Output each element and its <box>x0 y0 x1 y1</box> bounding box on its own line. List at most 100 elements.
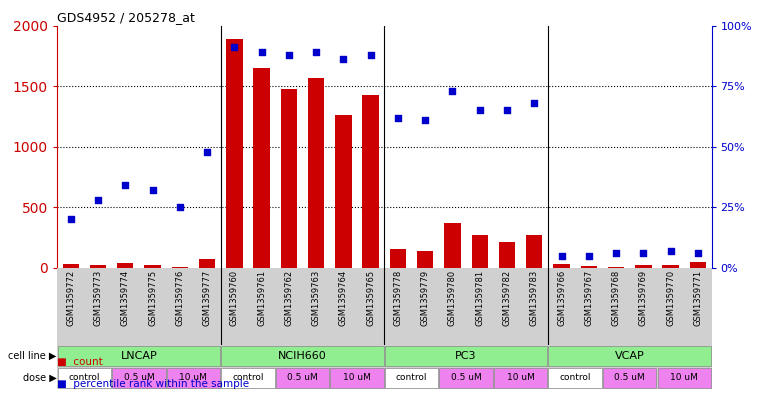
Bar <box>689 262 706 268</box>
Text: dose ▶: dose ▶ <box>23 373 56 383</box>
Text: GSM1359765: GSM1359765 <box>366 270 375 326</box>
Bar <box>417 251 434 268</box>
Point <box>65 216 77 222</box>
FancyBboxPatch shape <box>658 368 711 388</box>
Text: VCAP: VCAP <box>615 351 645 361</box>
Point <box>664 248 677 254</box>
Text: GSM1359775: GSM1359775 <box>148 270 157 326</box>
Text: GSM1359777: GSM1359777 <box>202 270 212 327</box>
FancyBboxPatch shape <box>494 368 547 388</box>
Text: 10 uM: 10 uM <box>670 373 698 382</box>
FancyBboxPatch shape <box>439 368 493 388</box>
Text: 10 uM: 10 uM <box>343 373 371 382</box>
Bar <box>335 115 352 268</box>
Point <box>174 204 186 211</box>
FancyBboxPatch shape <box>603 368 657 388</box>
Point <box>119 182 132 189</box>
Bar <box>390 248 406 268</box>
Bar <box>281 88 297 268</box>
FancyBboxPatch shape <box>385 346 547 366</box>
Point <box>228 44 240 50</box>
Text: GSM1359761: GSM1359761 <box>257 270 266 326</box>
Point <box>447 88 459 94</box>
Bar <box>526 235 543 268</box>
Point <box>201 149 213 155</box>
Text: GSM1359766: GSM1359766 <box>557 270 566 327</box>
Point <box>392 114 404 121</box>
FancyBboxPatch shape <box>58 368 111 388</box>
Text: PC3: PC3 <box>455 351 477 361</box>
Point <box>310 49 322 55</box>
Point <box>365 51 377 58</box>
Point <box>473 107 486 114</box>
Text: GSM1359769: GSM1359769 <box>639 270 648 326</box>
Bar <box>90 265 106 268</box>
Text: 0.5 uM: 0.5 uM <box>287 373 318 382</box>
FancyBboxPatch shape <box>167 368 220 388</box>
Point <box>556 253 568 259</box>
Text: control: control <box>396 373 428 382</box>
FancyBboxPatch shape <box>549 346 711 366</box>
Text: GSM1359780: GSM1359780 <box>448 270 457 326</box>
FancyBboxPatch shape <box>221 346 384 366</box>
Bar <box>253 68 269 268</box>
Text: GSM1359760: GSM1359760 <box>230 270 239 326</box>
Bar <box>499 242 515 268</box>
Text: GSM1359767: GSM1359767 <box>584 270 594 327</box>
Bar <box>581 266 597 268</box>
Bar <box>444 223 460 268</box>
Bar <box>226 39 243 268</box>
FancyBboxPatch shape <box>58 346 220 366</box>
Text: 0.5 uM: 0.5 uM <box>123 373 154 382</box>
Text: NCIH660: NCIH660 <box>278 351 327 361</box>
Text: GSM1359773: GSM1359773 <box>94 270 103 327</box>
Text: GSM1359783: GSM1359783 <box>530 270 539 327</box>
FancyBboxPatch shape <box>385 368 438 388</box>
Point <box>146 187 158 193</box>
Point <box>256 49 268 55</box>
Point <box>692 250 704 257</box>
Bar <box>608 267 624 268</box>
Bar <box>662 265 679 268</box>
Bar <box>199 259 215 268</box>
Bar <box>308 78 324 268</box>
Text: GSM1359781: GSM1359781 <box>476 270 484 326</box>
Text: GSM1359770: GSM1359770 <box>666 270 675 326</box>
Point <box>637 250 649 257</box>
Text: GSM1359774: GSM1359774 <box>121 270 129 326</box>
Text: GDS4952 / 205278_at: GDS4952 / 205278_at <box>57 11 195 24</box>
Text: 0.5 uM: 0.5 uM <box>451 373 482 382</box>
FancyBboxPatch shape <box>112 368 166 388</box>
Text: 10 uM: 10 uM <box>180 373 207 382</box>
Text: GSM1359762: GSM1359762 <box>285 270 293 326</box>
Text: 0.5 uM: 0.5 uM <box>614 373 645 382</box>
Bar <box>145 266 161 268</box>
Text: control: control <box>559 373 591 382</box>
Text: GSM1359763: GSM1359763 <box>312 270 320 327</box>
Text: GSM1359778: GSM1359778 <box>393 270 403 327</box>
Point <box>283 51 295 58</box>
Text: cell line ▶: cell line ▶ <box>8 351 56 361</box>
Text: GSM1359782: GSM1359782 <box>502 270 511 326</box>
Bar <box>362 95 379 268</box>
Text: GSM1359771: GSM1359771 <box>693 270 702 326</box>
Text: ■  count: ■ count <box>57 358 103 367</box>
Point <box>610 250 622 257</box>
Point <box>583 253 595 259</box>
Text: GSM1359779: GSM1359779 <box>421 270 430 326</box>
Point <box>337 56 349 62</box>
Text: LNCAP: LNCAP <box>120 351 158 361</box>
Point <box>92 197 104 203</box>
Bar <box>172 267 188 268</box>
Point <box>528 100 540 106</box>
Text: GSM1359764: GSM1359764 <box>339 270 348 326</box>
Text: GSM1359772: GSM1359772 <box>66 270 75 326</box>
Text: control: control <box>68 373 100 382</box>
Text: GSM1359776: GSM1359776 <box>175 270 184 327</box>
Bar <box>117 263 133 268</box>
FancyBboxPatch shape <box>275 368 330 388</box>
FancyBboxPatch shape <box>330 368 384 388</box>
Text: control: control <box>232 373 264 382</box>
Text: GSM1359768: GSM1359768 <box>612 270 620 327</box>
Bar <box>553 264 570 268</box>
